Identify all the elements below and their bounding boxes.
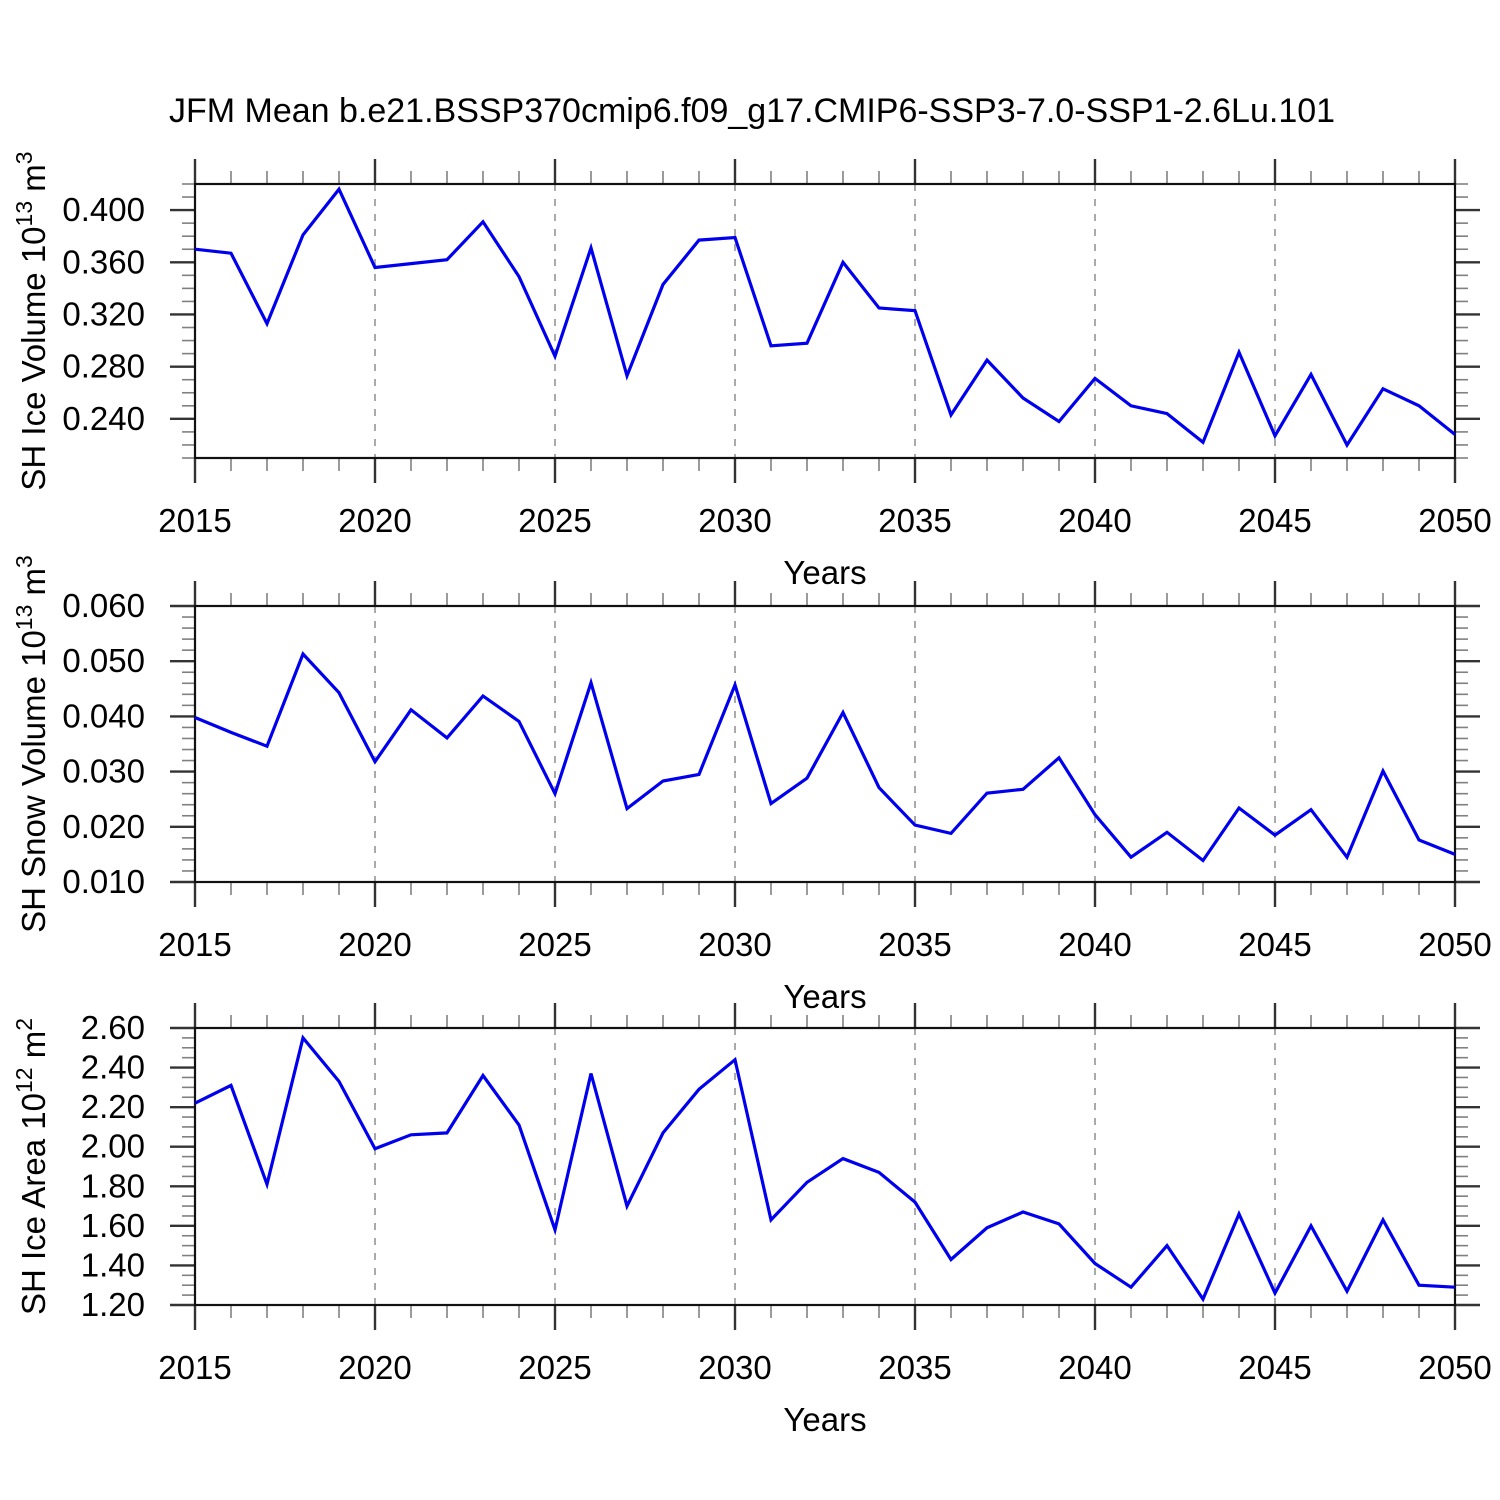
sh-ice-area-chart: 2015 2020 2025 2030 2035 2040 2045 2050 1.201.40… — [11, 1003, 1492, 1438]
y-axis-title: SH Ice Volume 1013 m3 — [11, 151, 52, 490]
x-tick-label: 2035 — [878, 502, 951, 539]
x-axis-title: Years — [783, 1401, 866, 1438]
y-tick-label: 1.60 — [81, 1207, 145, 1244]
x-tick-label: 2025 — [518, 1349, 591, 1386]
x-axis-title: Years — [783, 978, 866, 1015]
y-tick-label: 0.360 — [62, 243, 145, 280]
sh-snow-volume-chart: 2015 2020 2025 2030 2035 2040 2045 2050 0.010 0.0… — [11, 555, 1492, 1015]
plot-frame — [193, 604, 1457, 884]
x-tick-label: 2030 — [698, 502, 771, 539]
y-tick-label: 0.040 — [62, 697, 145, 734]
plot-frame — [193, 182, 1457, 460]
x-tick-label: 2050 — [1418, 502, 1491, 539]
x-tick-label: 2035 — [878, 1349, 951, 1386]
x-tick-label: 2020 — [338, 1349, 411, 1386]
x-tick-label: 2050 — [1418, 926, 1491, 963]
y-tick-label: 0.240 — [62, 400, 145, 437]
y-tick-label: 2.00 — [81, 1128, 145, 1165]
x-tick-label: 2020 — [338, 502, 411, 539]
y-tick-label: 0.020 — [62, 808, 145, 845]
y-tick-label: 0.400 — [62, 191, 145, 228]
x-tick-label: 2040 — [1058, 1349, 1131, 1386]
y-tick-label: 0.010 — [62, 863, 145, 900]
x-tick-label: 2040 — [1058, 502, 1131, 539]
y-tick-label: 0.320 — [62, 295, 145, 332]
x-tick-label: 2045 — [1238, 926, 1311, 963]
sh-ice-volume-chart: 2015 2020 2025 2030 2035 2040 2045 2050 0.240 0.2… — [11, 151, 1492, 591]
y-tick-label: 0.050 — [62, 642, 145, 679]
x-tick-label: 2045 — [1238, 502, 1311, 539]
x-tick-label: 2025 — [518, 502, 591, 539]
plot-frame — [193, 1026, 1457, 1307]
x-tick-label: 2015 — [158, 926, 231, 963]
x-tick-label: 2030 — [698, 926, 771, 963]
series-line — [194, 186, 1456, 449]
x-tick-label: 2040 — [1058, 926, 1131, 963]
x-tick-label: 2015 — [158, 1349, 231, 1386]
x-tick-label: 2015 — [158, 502, 231, 539]
y-tick-label: 0.030 — [62, 753, 145, 790]
y-tick-label: 2.60 — [81, 1009, 145, 1046]
y-tick-label: 2.20 — [81, 1088, 145, 1125]
charts-container: 2015 2020 2025 2030 2035 2040 2045 2050 0.240 0.2… — [11, 151, 1492, 1438]
x-tick-label: 2045 — [1238, 1349, 1311, 1386]
y-tick-label: 0.280 — [62, 348, 145, 385]
y-axis-title: SH Snow Volume 1013 m3 — [11, 555, 52, 933]
series-line — [194, 651, 1456, 863]
x-tick-label: 2020 — [338, 926, 411, 963]
x-tick-label: 2025 — [518, 926, 591, 963]
y-tick-label: 1.20 — [81, 1286, 145, 1323]
x-axis-title: Years — [783, 554, 866, 591]
series-line — [194, 1034, 1456, 1303]
figure-title: JFM Mean b.e21.BSSP370cmip6.f09_g17.CMIP… — [169, 92, 1335, 130]
y-tick-label: 2.40 — [81, 1049, 145, 1086]
y-tick-label: 1.80 — [81, 1167, 145, 1204]
x-tick-label: 2035 — [878, 926, 951, 963]
y-tick-label: 0.060 — [62, 587, 145, 624]
y-tick-label: 1.40 — [81, 1246, 145, 1283]
x-tick-label: 2030 — [698, 1349, 771, 1386]
y-axis-title: SH Ice Area 1012 m2 — [11, 1018, 52, 1315]
x-tick-label: 2050 — [1418, 1349, 1491, 1386]
